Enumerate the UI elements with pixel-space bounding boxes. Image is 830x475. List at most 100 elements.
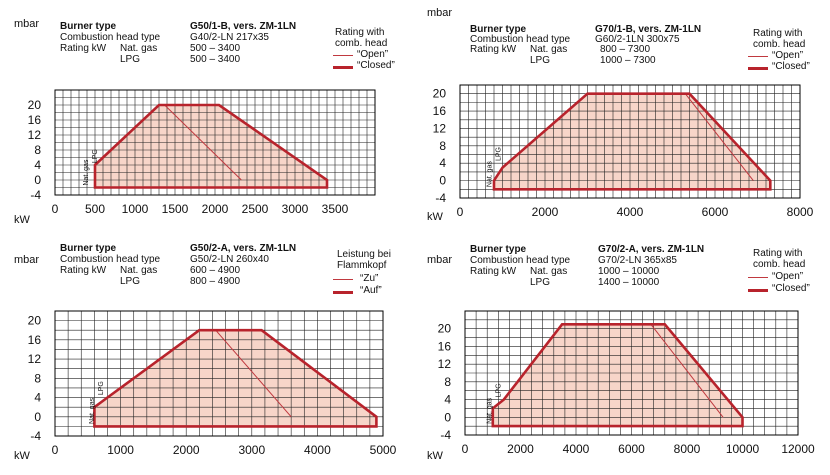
y-tick-label: 8 [444,375,451,389]
chart-panel-g70-1b: mbar kW Burner type G70/1-B, vers. ZM-1L… [415,0,830,237]
rating-label: Rating kW [470,266,517,277]
legend-thick-label: “Closed” [772,61,810,72]
x-tick-label: 4000 [563,442,590,456]
fuel-label-lpg: LPG [92,149,99,163]
legend-thick-line [333,66,353,69]
legend-thick-label: “Auf” [360,285,382,296]
open-head-curve [215,329,292,418]
fuel-label-natgas: Nat. gas [83,159,90,186]
fuel1-range: 600 – 4900 [190,265,241,276]
fuel2-range: 1000 – 7300 [600,55,656,66]
legend-thin-line [333,279,353,280]
closed-head-envelope [93,103,329,189]
plot-frame [54,310,384,437]
chart-svg: 0 1000 2000 3000 4000 5000 -4 0 4 8 12 16 20 Nat. gas… [28,310,397,457]
burner-type-label: Burner type [60,21,117,32]
legend-title-1: Rating with [335,27,385,38]
legend-thin-line [748,56,768,57]
legend-title-2: comb. head [753,39,806,50]
y-tick-label: 0 [439,174,446,188]
rating-label: Rating kW [60,265,107,276]
x-tick-label: 2000 [532,205,559,219]
y-tick-label: 20 [28,314,42,328]
fuel2-range: 1400 – 10000 [598,277,660,288]
rating-label: Rating kW [470,44,517,55]
head-type-label: Combustion head type [470,255,571,266]
fuel1-label: Nat. gas [120,265,158,276]
fuel-label-lpg: LPG [98,381,105,395]
legend-thick-line [748,67,768,70]
x-tick-label: 3000 [282,202,309,216]
x-tick-label: 0 [462,442,469,456]
y-axis-unit: mbar [427,7,453,19]
burner-type-label: Burner type [470,244,527,255]
y-tick-label: -4 [435,191,446,205]
y-tick-label: 12 [28,352,42,366]
chart-panel-g50-2a: mbar kW Burner type G50/2-A, vers. ZM-1L… [0,238,415,475]
y-tick-label: 4 [444,393,451,407]
chart-panel-g70-2a: mbar kW Burner type G70/2-A, vers. ZM-1L… [415,238,830,475]
legend-thin-line [748,277,768,278]
open-head-curve [650,323,724,418]
x-axis-unit: kW [14,214,30,226]
plot-frame [464,310,799,436]
fuel1-range: 800 – 7300 [600,44,651,55]
x-tick-label: 5000 [370,443,397,457]
y-tick-label: -4 [30,429,41,443]
legend-title-1: Rating with [753,248,803,259]
legend-title-1: Leistung bei [337,249,391,260]
closed-head-envelope [491,323,744,428]
chart-panel-g50-1b: mbar kW Burner type G50/1-B, vers. ZM-1L… [0,0,415,237]
grid [459,84,801,199]
head-type-value: G70/2-LN 365x85 [598,255,677,266]
legend-title-2: comb. head [753,259,806,270]
legend-thick-label: “Closed” [772,283,810,294]
chart-svg: 0 500 1000 1500 2000 2500 3000 3500-4048121620N… [28,89,376,216]
x-tick-label: 1500 [162,202,189,216]
x-tick-label: 3000 [238,443,265,457]
legend-thick-line [748,289,768,292]
rating-label: Rating kW [60,43,107,54]
head-type-label: Combustion head type [470,34,571,45]
x-axis-unit: kW [427,211,443,223]
fuel2-label: LPG [530,277,551,288]
x-tick-label: 8000 [787,205,814,219]
fuel2-range: 800 – 4900 [190,276,241,287]
y-tick-label: 12 [438,357,452,371]
y-tick-label: 4 [439,156,446,170]
x-tick-label: 4000 [304,443,331,457]
fuel1-label: Nat. gas [530,266,568,277]
x-tick-label: 1000 [107,443,134,457]
grid [464,310,799,436]
burner-type-label: Burner type [470,24,527,35]
legend-thick-label: “Closed” [357,60,395,71]
plot-frame [459,84,801,199]
x-tick-label: 500 [85,202,105,216]
legend-thin-label: “Open” [772,50,804,61]
x-tick-label: 6000 [702,205,729,219]
legend-thin-line [333,55,353,56]
x-tick-label: 10000 [726,442,760,456]
fuel2-range: 500 – 3400 [190,54,241,65]
y-axis-unit: mbar [14,18,40,30]
burner-type-value: G50/2-A, vers. ZM-1LN [190,243,297,254]
head-type-value: G50/2-LN 260x40 [190,254,269,265]
head-type-label: Combustion head type [60,254,161,265]
fuel1-range: 1000 – 10000 [598,266,660,277]
x-tick-label: 6000 [618,442,645,456]
legend-thin-label: “Zu” [360,273,379,284]
fuel2-label: LPG [120,54,141,65]
open-head-curve [684,93,754,181]
head-type-label: Combustion head type [60,32,161,43]
y-tick-label: 16 [438,339,452,353]
burner-type-value: G70/1-B, vers. ZM-1LN [595,24,702,35]
y-tick-label: 12 [28,128,42,142]
y-axis-unit: mbar [427,254,453,266]
fuel2-label: LPG [530,55,551,66]
x-tick-label: 0 [52,202,59,216]
y-tick-label: -4 [30,188,41,202]
operating-area-fill [95,105,327,188]
x-tick-label: 2000 [507,442,534,456]
burner-type-label: Burner type [60,243,117,254]
